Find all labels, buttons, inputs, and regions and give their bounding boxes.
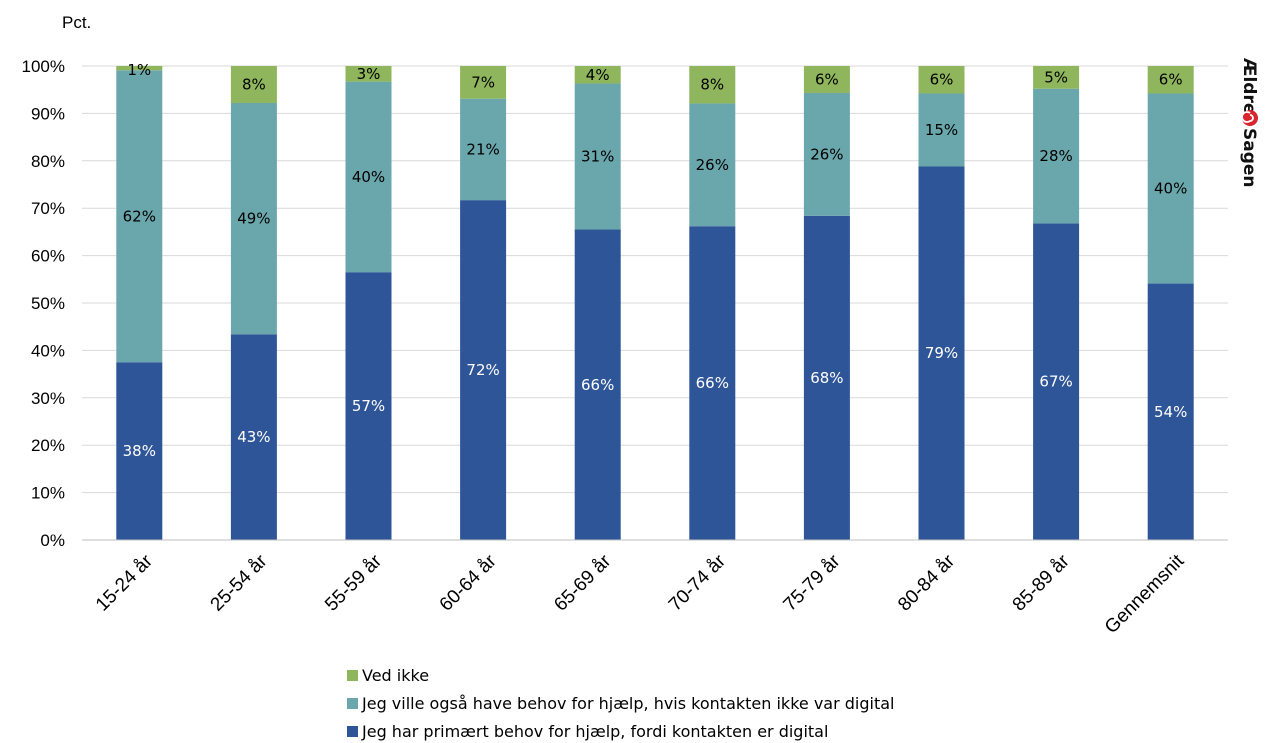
bar-segment xyxy=(460,66,507,99)
data-label: 67% xyxy=(1039,373,1072,391)
y-tick-label: 90% xyxy=(31,104,65,123)
bar-segment xyxy=(689,66,736,104)
data-label: 7% xyxy=(471,73,495,91)
x-tick-label: 70-74 år xyxy=(665,550,730,615)
legend-swatch xyxy=(347,726,358,737)
data-label: 28% xyxy=(1039,147,1072,165)
x-tick-label: 55-59 år xyxy=(321,550,386,615)
bar-segment xyxy=(116,66,163,71)
data-label: 57% xyxy=(352,397,385,415)
bar-segment xyxy=(1033,223,1080,541)
bar-segment xyxy=(1147,66,1194,94)
y-axis-title: Pct. xyxy=(62,13,91,32)
bar-segment xyxy=(345,66,392,82)
bar-segment xyxy=(803,66,850,94)
x-tick-label: 15-24 år xyxy=(92,550,157,615)
x-tick-label: Gennemsnit xyxy=(1101,550,1189,638)
x-tick-label: 85-89 år xyxy=(1009,550,1074,615)
data-label: 5% xyxy=(1044,68,1068,86)
bar-segment xyxy=(116,70,163,363)
bar-segment xyxy=(460,98,507,201)
data-label: 40% xyxy=(352,168,385,186)
bar-segment xyxy=(230,334,277,540)
bar-segment xyxy=(918,166,965,540)
y-tick-label: 60% xyxy=(31,247,65,266)
legend-label: Jeg ville også have behov for hjælp, hvi… xyxy=(361,694,894,713)
data-label: 54% xyxy=(1154,403,1187,421)
data-label: 8% xyxy=(242,75,266,93)
bar-segment xyxy=(345,81,392,273)
legend: Ved ikke Jeg ville også have behov for hj… xyxy=(347,666,894,741)
data-label: 8% xyxy=(700,76,724,94)
y-tick-label: 0% xyxy=(40,531,65,550)
legend-label: Ved ikke xyxy=(362,666,429,685)
x-axis: 15-24 år 25-54 år 55-59 år 60-64 år 65-69 år… xyxy=(82,539,1228,638)
data-label: 72% xyxy=(466,361,499,379)
x-tick-label: 80-84 år xyxy=(894,550,959,615)
bar-segment xyxy=(116,362,163,540)
bar-segment xyxy=(230,66,277,103)
data-label: 6% xyxy=(815,71,839,89)
bar-segment xyxy=(345,272,392,540)
bar-segment xyxy=(1147,93,1194,284)
bar-segment xyxy=(574,229,621,540)
data-label: 1% xyxy=(127,61,151,79)
bar-segment xyxy=(689,103,736,227)
logo-text-top: Ældre xyxy=(1239,58,1259,114)
bar-segment xyxy=(230,102,277,335)
data-label: 26% xyxy=(810,145,843,163)
bar-segment xyxy=(574,83,621,230)
y-tick-label: 20% xyxy=(31,436,65,455)
y-tick-label: 100% xyxy=(22,57,65,76)
bar-segment xyxy=(689,226,736,540)
data-label: 26% xyxy=(696,156,729,174)
bar-segment xyxy=(918,66,965,94)
data-label: 4% xyxy=(586,66,610,84)
y-tick-label: 70% xyxy=(31,199,65,218)
aeldre-sagen-logo: Ældre Sagen xyxy=(1239,58,1259,188)
y-tick-label: 30% xyxy=(31,389,65,408)
legend-label: Jeg har primært behov for hjælp, fordi k… xyxy=(361,722,828,741)
bar-segment xyxy=(574,66,621,84)
bar-segment xyxy=(460,200,507,540)
x-tick-label: 75-79 år xyxy=(780,550,845,615)
data-label: 38% xyxy=(123,442,156,460)
logo-spiral-icon xyxy=(1241,110,1258,126)
bar-segment xyxy=(803,93,850,216)
y-tick-label: 80% xyxy=(31,152,65,171)
y-tick-label: 50% xyxy=(31,294,65,313)
data-label: 15% xyxy=(925,121,958,139)
data-label: 6% xyxy=(1159,71,1183,89)
data-label: 66% xyxy=(581,376,614,394)
bar-segment xyxy=(1033,88,1080,224)
data-labels: 38% 62% 1% 43% 49% 8% 57% 40% 3% 72% 21% 7% 66% 31% 4%… xyxy=(123,61,1188,460)
bar-segment xyxy=(1147,283,1194,540)
data-label: 40% xyxy=(1154,180,1187,198)
data-label: 21% xyxy=(466,140,499,158)
data-label: 66% xyxy=(696,374,729,392)
logo-text-bottom: Sagen xyxy=(1239,128,1259,188)
data-label: 3% xyxy=(357,65,381,83)
bar-segment xyxy=(1033,66,1080,89)
data-label: 6% xyxy=(930,71,954,89)
y-tick-label: 10% xyxy=(31,484,65,503)
data-label: 49% xyxy=(237,210,270,228)
data-label: 68% xyxy=(810,369,843,387)
y-axis-ticks: 0% 10% 20% 30% 40% 50% 60% 70% 80% 90% 100% xyxy=(22,57,65,550)
bar-segment xyxy=(803,215,850,540)
x-tick-label: 60-64 år xyxy=(436,550,501,615)
bars xyxy=(116,66,1194,541)
x-tick-label: 25-54 år xyxy=(207,550,272,615)
legend-swatch xyxy=(347,670,358,681)
data-label: 79% xyxy=(925,344,958,362)
y-tick-label: 40% xyxy=(31,341,65,360)
data-label: 43% xyxy=(237,428,270,446)
legend-swatch xyxy=(347,698,358,709)
data-label: 31% xyxy=(581,148,614,166)
data-label: 62% xyxy=(123,207,156,225)
bar-segment xyxy=(918,93,965,167)
x-tick-label: 65-69 år xyxy=(550,550,615,615)
